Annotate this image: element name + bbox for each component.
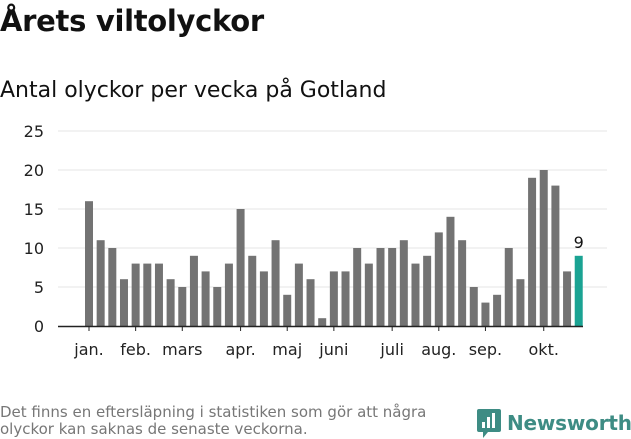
x-tick-label: sep.	[469, 340, 502, 359]
footnote: Det finns en eftersläpning i statistiken…	[0, 403, 427, 438]
y-tick-label: 15	[24, 200, 44, 219]
chart-subtitle: Antal olyckor per vecka på Gotland	[0, 78, 387, 103]
bar-week	[213, 287, 222, 326]
x-tick-label: mars	[162, 340, 202, 359]
bar-week	[516, 279, 525, 326]
y-tick-label: 25	[24, 122, 44, 141]
bar-week	[119, 279, 128, 326]
x-tick-label: juni	[318, 340, 348, 359]
bar-week	[399, 240, 408, 326]
newsworthy-logo-icon	[477, 409, 501, 438]
y-tick-label: 0	[34, 317, 44, 336]
bar-week	[353, 248, 362, 326]
bars	[85, 170, 583, 326]
bar-week	[178, 287, 187, 326]
bar-week	[539, 170, 548, 326]
x-tick-label: jan.	[73, 340, 103, 359]
bar-week	[131, 263, 140, 326]
bar-week	[85, 201, 93, 326]
bar-week	[551, 185, 560, 326]
bar-week	[259, 271, 268, 326]
bar-week	[563, 271, 572, 326]
bar-week	[364, 263, 373, 326]
bar-week	[306, 279, 315, 326]
x-tick-label: juli	[379, 340, 403, 359]
bar-week	[108, 248, 117, 326]
bar-week	[481, 302, 490, 326]
y-tick-label: 10	[24, 239, 44, 258]
bar-week	[469, 287, 478, 326]
bar-week	[493, 294, 502, 326]
bar-week	[446, 216, 455, 326]
bar-week	[318, 318, 327, 326]
y-axis-tick-labels: 0 5 10 15 20 25	[24, 122, 44, 336]
bar-week	[283, 294, 292, 326]
x-tick-label: feb.	[120, 340, 151, 359]
x-tick-label: apr.	[226, 340, 256, 359]
bar-week	[154, 263, 163, 326]
bar-week	[189, 255, 198, 326]
gridlines	[58, 130, 607, 288]
bar-week	[528, 177, 537, 326]
bar-week	[458, 240, 467, 326]
bar-week	[388, 248, 397, 326]
bar-week	[504, 248, 513, 326]
y-tick-label: 5	[34, 278, 44, 297]
bar-week	[143, 263, 152, 326]
x-tick-label: maj	[272, 340, 302, 359]
bar-week	[248, 255, 257, 326]
data-label-latest-week: 9	[574, 233, 584, 252]
bar-week	[341, 271, 350, 326]
bar-week	[201, 271, 210, 326]
bar-week	[271, 240, 280, 326]
bar-week	[376, 248, 385, 326]
bar-week	[236, 209, 245, 326]
bar-week	[166, 279, 175, 326]
bar-week	[423, 255, 432, 326]
bar-week	[224, 263, 233, 326]
bar-chart: 0 5 10 15 20 25 jan. feb. mars apr. maj juni juli au…	[24, 122, 607, 359]
bar-week	[96, 240, 105, 326]
chart-title: Årets viltolyckor	[0, 4, 264, 38]
y-tick-label: 20	[24, 161, 44, 180]
x-tick-label: aug.	[421, 340, 456, 359]
bar-week	[434, 232, 443, 326]
bar-week	[294, 263, 303, 326]
x-axis: jan. feb. mars apr. maj juni juli aug. sep. okt.	[58, 325, 583, 359]
brand: Newsworthy	[475, 407, 631, 439]
brand-name: Newsworthy	[507, 411, 631, 435]
bar-week	[411, 263, 420, 326]
x-tick-label: okt.	[529, 340, 559, 359]
bar-latest-week	[574, 255, 583, 326]
bar-week	[329, 271, 338, 326]
data-labels: 9	[574, 233, 584, 252]
